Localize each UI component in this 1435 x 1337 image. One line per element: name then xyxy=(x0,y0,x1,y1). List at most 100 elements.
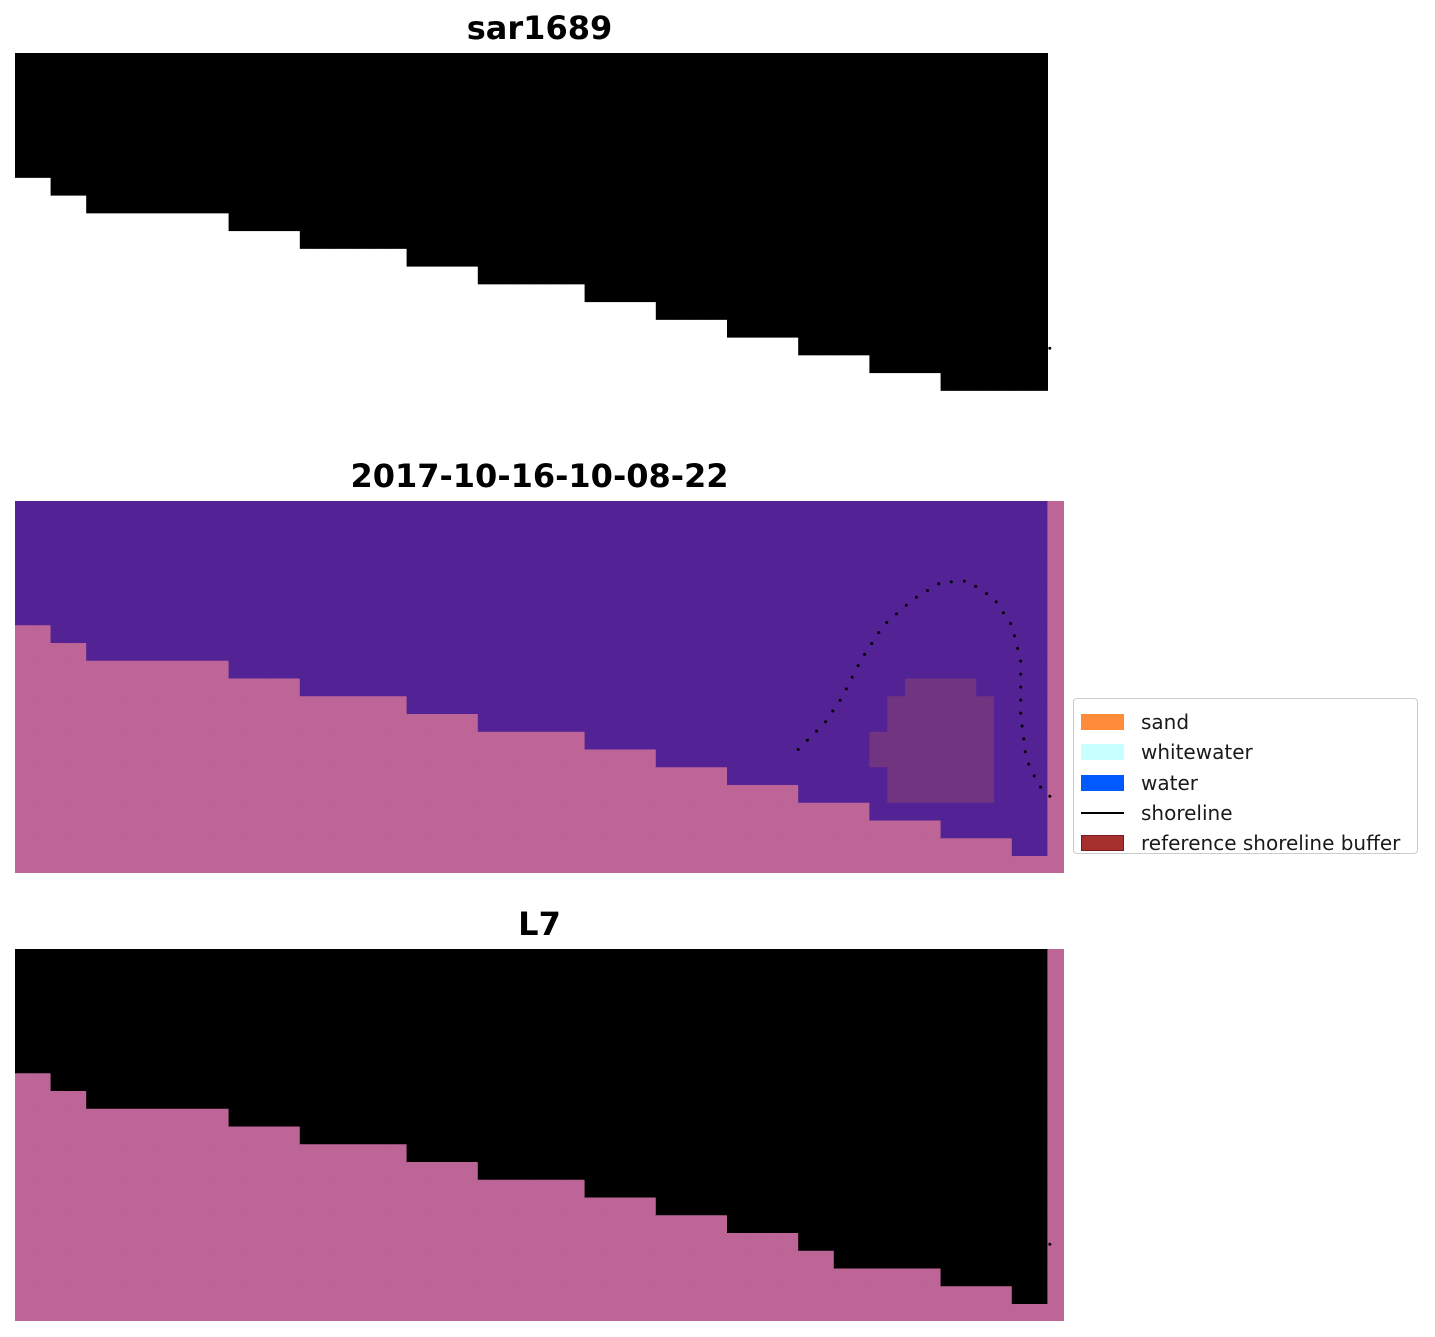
pixel-cell xyxy=(424,1144,443,1163)
pixel-cell xyxy=(655,749,675,768)
pixel-cell xyxy=(531,660,550,680)
pixel-cell xyxy=(50,1020,69,1039)
pixel-cell xyxy=(1029,518,1048,538)
pixel-cell xyxy=(371,159,390,178)
pixel-cell xyxy=(994,966,1013,986)
pixel-cell xyxy=(1011,53,1031,72)
pixel-cell xyxy=(816,106,835,125)
pixel-cell xyxy=(549,1250,568,1270)
pixel-cell xyxy=(104,1091,123,1110)
pixel-cell xyxy=(1047,749,1064,768)
pixel-cell xyxy=(15,838,34,857)
pixel-cell xyxy=(602,212,621,232)
pixel-cell xyxy=(762,1073,781,1092)
pixel-cell xyxy=(139,501,158,520)
pixel-cell xyxy=(584,230,603,249)
pixel-cell xyxy=(869,966,888,986)
shoreline-dot xyxy=(1023,302,1027,306)
pixel-cell xyxy=(1029,301,1048,320)
pixel-cell xyxy=(940,820,959,839)
pixel-cell xyxy=(210,696,230,715)
pixel-cell xyxy=(442,660,461,680)
pixel-cell xyxy=(994,731,1013,751)
pixel-cell xyxy=(673,1108,692,1128)
pixel-cell xyxy=(299,1091,319,1110)
pixel-cell xyxy=(816,660,835,680)
pixel-cell xyxy=(388,767,408,786)
pixel-cell xyxy=(816,1020,835,1039)
pixel-cell xyxy=(655,966,675,986)
pixel-cell xyxy=(264,1002,283,1021)
pixel-cell xyxy=(691,1233,710,1252)
pixel-cell xyxy=(958,714,977,733)
pixel-cell xyxy=(210,660,230,680)
pixel-cell xyxy=(851,802,870,822)
pixel-cell xyxy=(32,1091,52,1110)
pixel-cell xyxy=(335,501,354,520)
pixel-cell xyxy=(335,749,354,768)
pixel-cell xyxy=(566,1002,586,1021)
pixel-cell xyxy=(727,1073,746,1092)
pixel-cell xyxy=(228,501,247,520)
pixel-cell xyxy=(495,159,514,178)
pixel-cell xyxy=(317,572,336,591)
pixel-cell xyxy=(1029,767,1048,786)
pixel-cell xyxy=(638,714,657,733)
pixel-cell xyxy=(1011,838,1031,857)
pixel-cell xyxy=(744,70,764,90)
pixel-cell xyxy=(282,195,301,214)
pixel-cell xyxy=(15,1037,34,1057)
pixel-cell xyxy=(691,1055,710,1074)
pixel-cell xyxy=(566,1126,586,1145)
pixel-cell xyxy=(655,802,675,822)
shoreline-dot xyxy=(926,1037,929,1040)
pixel-cell xyxy=(851,1073,870,1092)
pixel-cell xyxy=(762,856,781,873)
pixel-cell xyxy=(68,1215,87,1234)
pixel-cell xyxy=(32,838,52,857)
pixel-cell xyxy=(922,1197,942,1216)
pixel-cell xyxy=(193,141,212,161)
pixel-cell xyxy=(1047,1162,1064,1181)
pixel-cell xyxy=(727,820,746,839)
pixel-cell xyxy=(673,1304,692,1321)
pixel-cell xyxy=(833,572,853,591)
pixel-cell xyxy=(762,536,781,555)
pixel-cell xyxy=(317,785,336,804)
pixel-cell xyxy=(994,1268,1013,1287)
pixel-cell xyxy=(905,1055,924,1074)
pixel-cell xyxy=(833,536,853,555)
pixel-cell xyxy=(673,177,692,196)
pixel-cell xyxy=(139,984,158,1003)
pixel-cell xyxy=(602,1179,621,1199)
pixel-cell xyxy=(442,1108,461,1128)
pixel-cell xyxy=(816,1268,835,1287)
pixel-cell xyxy=(887,1037,906,1057)
pixel-cell xyxy=(15,106,34,125)
pixel-cell xyxy=(905,124,924,143)
pixel-cell xyxy=(264,1108,283,1128)
pixel-cell xyxy=(1047,1073,1064,1092)
pixel-cell xyxy=(869,124,888,143)
pixel-cell xyxy=(15,1091,34,1110)
pixel-cell xyxy=(887,856,906,873)
pixel-cell xyxy=(50,949,69,968)
pixel-cell xyxy=(833,212,853,232)
pixel-cell xyxy=(495,1108,514,1128)
shoreline-dot xyxy=(824,1168,828,1172)
pixel-cell xyxy=(477,124,497,143)
pixel-cell xyxy=(727,195,746,214)
pixel-cell xyxy=(299,1144,319,1163)
pixel-cell xyxy=(976,1108,995,1128)
pixel-cell xyxy=(976,177,995,196)
pixel-cell xyxy=(442,70,461,90)
pixel-cell xyxy=(549,1304,568,1321)
pixel-cell xyxy=(709,1179,728,1199)
pixel-cell xyxy=(851,749,870,768)
pixel-cell xyxy=(816,177,835,196)
pixel-cell xyxy=(246,625,265,644)
pixel-cell xyxy=(264,141,283,161)
pixel-cell xyxy=(673,767,692,786)
pixel-cell xyxy=(353,1002,372,1021)
pixel-cell xyxy=(1011,266,1031,285)
